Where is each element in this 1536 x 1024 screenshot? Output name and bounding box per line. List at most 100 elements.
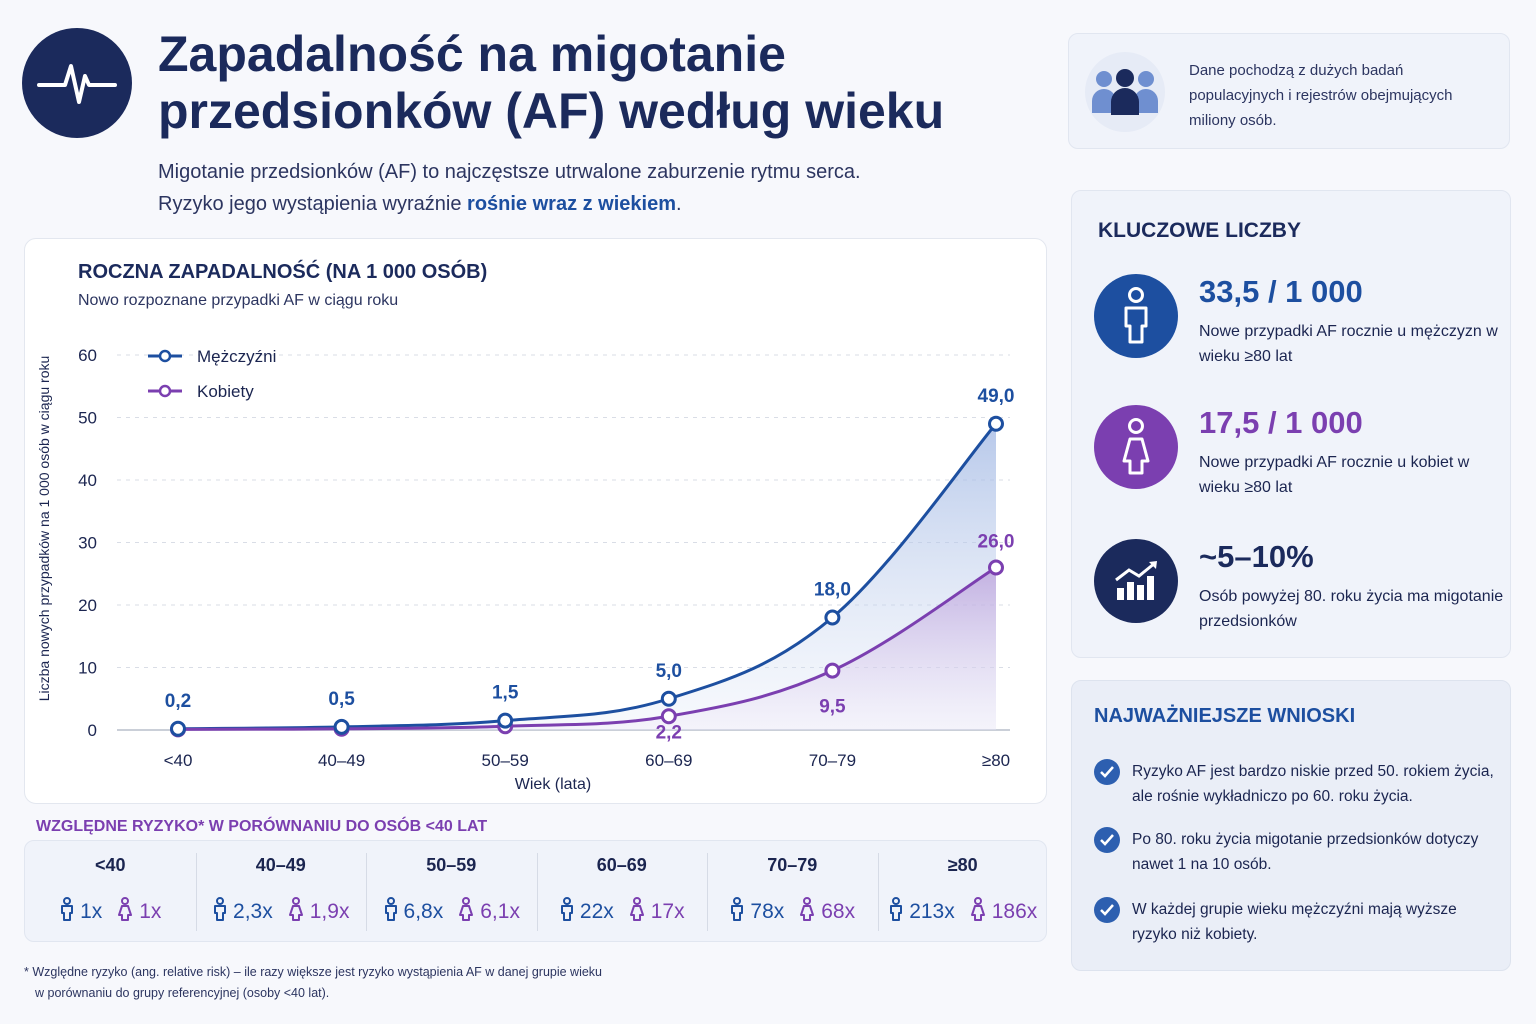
relative-risk-women: 6,1x [457, 897, 520, 927]
x-axis-title: Wiek (lata) [515, 776, 591, 793]
chart-title: ROCZNA ZAPADALNOŚĆ (NA 1 000 OSÓB) [78, 261, 488, 283]
relative-risk-men-value: 22x [579, 900, 614, 923]
source-note-text: Dane pochodzą z dużych badań populacyjny… [1189, 62, 1453, 129]
relative-risk-group: 50–59 6,8x 6,1x [366, 841, 537, 941]
group-people-icon [1085, 52, 1165, 132]
women-data-label: 9,5 [819, 697, 846, 718]
female-person-icon [628, 897, 646, 927]
key-figure-desc: Osób powyżej 80. roku życia ma migotanie… [1199, 588, 1504, 630]
male-person-icon [729, 897, 745, 927]
x-tick-label: 60–69 [645, 751, 692, 770]
male-person-icon [888, 897, 904, 927]
x-tick-label: 70–79 [809, 751, 856, 770]
conclusions-heading: NAJWAŻNIEJSZE WNIOSKI [1094, 705, 1356, 727]
conclusions-card: NAJWAŻNIEJSZE WNIOSKI Ryzyko AF jest bar… [1071, 680, 1511, 971]
female-person-icon [287, 897, 305, 927]
male-person-icon [559, 897, 575, 927]
men-data-label: 1,5 [492, 683, 519, 704]
relative-risk-age: ≥80 [947, 855, 978, 875]
relative-risk-men-value: 6,8x [403, 900, 444, 923]
relative-risk-age: 40–49 [255, 855, 306, 875]
key-figure-desc: Nowe przypadki AF rocznie u kobiet w wie… [1199, 454, 1470, 496]
men-data-label: 49,0 [978, 386, 1015, 407]
men-data-point [824, 609, 841, 626]
relative-risk-women-value: 68x [821, 900, 856, 923]
men-data-label: 0,5 [328, 689, 355, 710]
page-title: Zapadalność na migotanie przedsionków (A… [158, 26, 945, 139]
female-person-icon [116, 897, 134, 927]
legend-women-marker [158, 384, 172, 398]
chart-card: ROCZNA ZAPADALNOŚĆ (NA 1 000 OSÓB) Nowo … [24, 238, 1047, 804]
y-tick-label: 30 [78, 534, 97, 553]
subtitle-line-2: Ryzyko jego wystąpienia wyraźnie rośnie … [158, 188, 1038, 220]
legend-men-marker [158, 349, 172, 363]
key-figure-value: 33,5 / 1 000 [1199, 274, 1363, 309]
men-data-point [497, 712, 514, 729]
column-divider [707, 853, 708, 931]
relative-risk-group: 40–49 2,3x 1,9x [196, 841, 367, 941]
women-area-fill [178, 567, 996, 730]
men-data-point [660, 690, 677, 707]
relative-risk-women: 186x [969, 897, 1037, 927]
relative-risk-group: ≥80 213x 186x [878, 841, 1049, 941]
column-divider [877, 853, 879, 931]
female-person-icon [969, 897, 987, 927]
column-divider [536, 853, 538, 931]
male-person-icon [59, 897, 75, 927]
female-person-icon [1094, 405, 1178, 489]
y-tick-label: 20 [78, 596, 97, 615]
relative-risk-age: 70–79 [767, 855, 818, 875]
men-data-point [988, 415, 1004, 432]
source-note-card: Dane pochodzą z dużych badań populacyjny… [1068, 33, 1510, 149]
relative-risk-age: <40 [94, 855, 126, 875]
men-data-label: 5,0 [656, 661, 682, 682]
footnote: * Względne ryzyko (ang. relative risk) –… [24, 962, 664, 1004]
heartbeat-icon [37, 64, 117, 104]
key-figures-heading: KLUCZOWE LICZBY [1098, 219, 1301, 242]
x-tick-label: 50–59 [482, 751, 529, 770]
subtitle-highlight: rośnie wraz z wiekiem [467, 193, 677, 215]
women-data-label: 26,0 [978, 532, 1015, 553]
relative-risk-title: WZGLĘDNE RYZYKO* W PORÓWNANIU DO OSÓB <4… [36, 818, 488, 835]
conclusion-text: Ryzyko AF jest bardzo niskie przed 50. r… [1132, 763, 1494, 805]
relative-risk-age: 60–69 [596, 855, 647, 875]
men-data-label: 0,2 [165, 691, 191, 712]
footnote-line-2: w porównaniu do grupy referencyjnej (oso… [35, 986, 330, 1000]
chart-subtitle: Nowo rozpoznane przypadki AF w ciągu rok… [78, 292, 399, 309]
x-tick-label: <40 [164, 751, 193, 770]
relative-risk-women-value: 1,9x [309, 900, 350, 923]
relative-risk-values: 1x 1x [25, 897, 196, 927]
y-tick-label: 10 [78, 659, 97, 678]
relative-risk-values: 78x 68x [707, 897, 878, 927]
relative-risk-group: 70–79 78x 68x [707, 841, 878, 941]
men-data-point [333, 718, 350, 735]
relative-risk-men-value: 213x [909, 900, 955, 923]
check-icon [1094, 897, 1120, 923]
male-person-icon [212, 897, 228, 927]
relative-risk-women-value: 17x [650, 900, 685, 923]
column-divider [195, 853, 197, 931]
relative-risk-values: 2,3x 1,9x [196, 897, 367, 927]
check-icon [1094, 827, 1120, 853]
relative-risk-women: 17x [628, 897, 685, 927]
relative-risk-values: 213x 186x [878, 897, 1049, 927]
x-tick-label: 40–49 [318, 751, 365, 770]
relative-risk-men: 78x [729, 897, 784, 927]
male-person-icon [1094, 274, 1178, 358]
relative-risk-men: 2,3x [212, 897, 273, 927]
incidence-line-chart: 0 10 20 30 40 50 60 <40 40–49 50–59 60–69 70–79 ≥80 W… [36, 346, 1015, 793]
men-data-label: 18,0 [814, 580, 851, 601]
y-tick-label: 0 [88, 721, 97, 740]
relative-risk-men: 22x [559, 897, 614, 927]
conclusion-text: Po 80. roku życia migotanie przedsionków… [1132, 831, 1479, 873]
legend-men-label: Mężczyźni [197, 347, 276, 366]
women-series-line [177, 566, 997, 731]
key-figure-value: ~5–10% [1199, 539, 1314, 574]
women-data-point [988, 559, 1004, 576]
relative-risk-women: 1,9x [287, 897, 350, 927]
subtitle-suffix: . [676, 193, 682, 215]
women-data-label: 2,2 [656, 722, 682, 743]
relative-risk-group: <40 1x 1x [25, 841, 196, 941]
relative-risk-values: 6,8x 6,1x [366, 897, 537, 927]
logo-badge [22, 28, 132, 138]
